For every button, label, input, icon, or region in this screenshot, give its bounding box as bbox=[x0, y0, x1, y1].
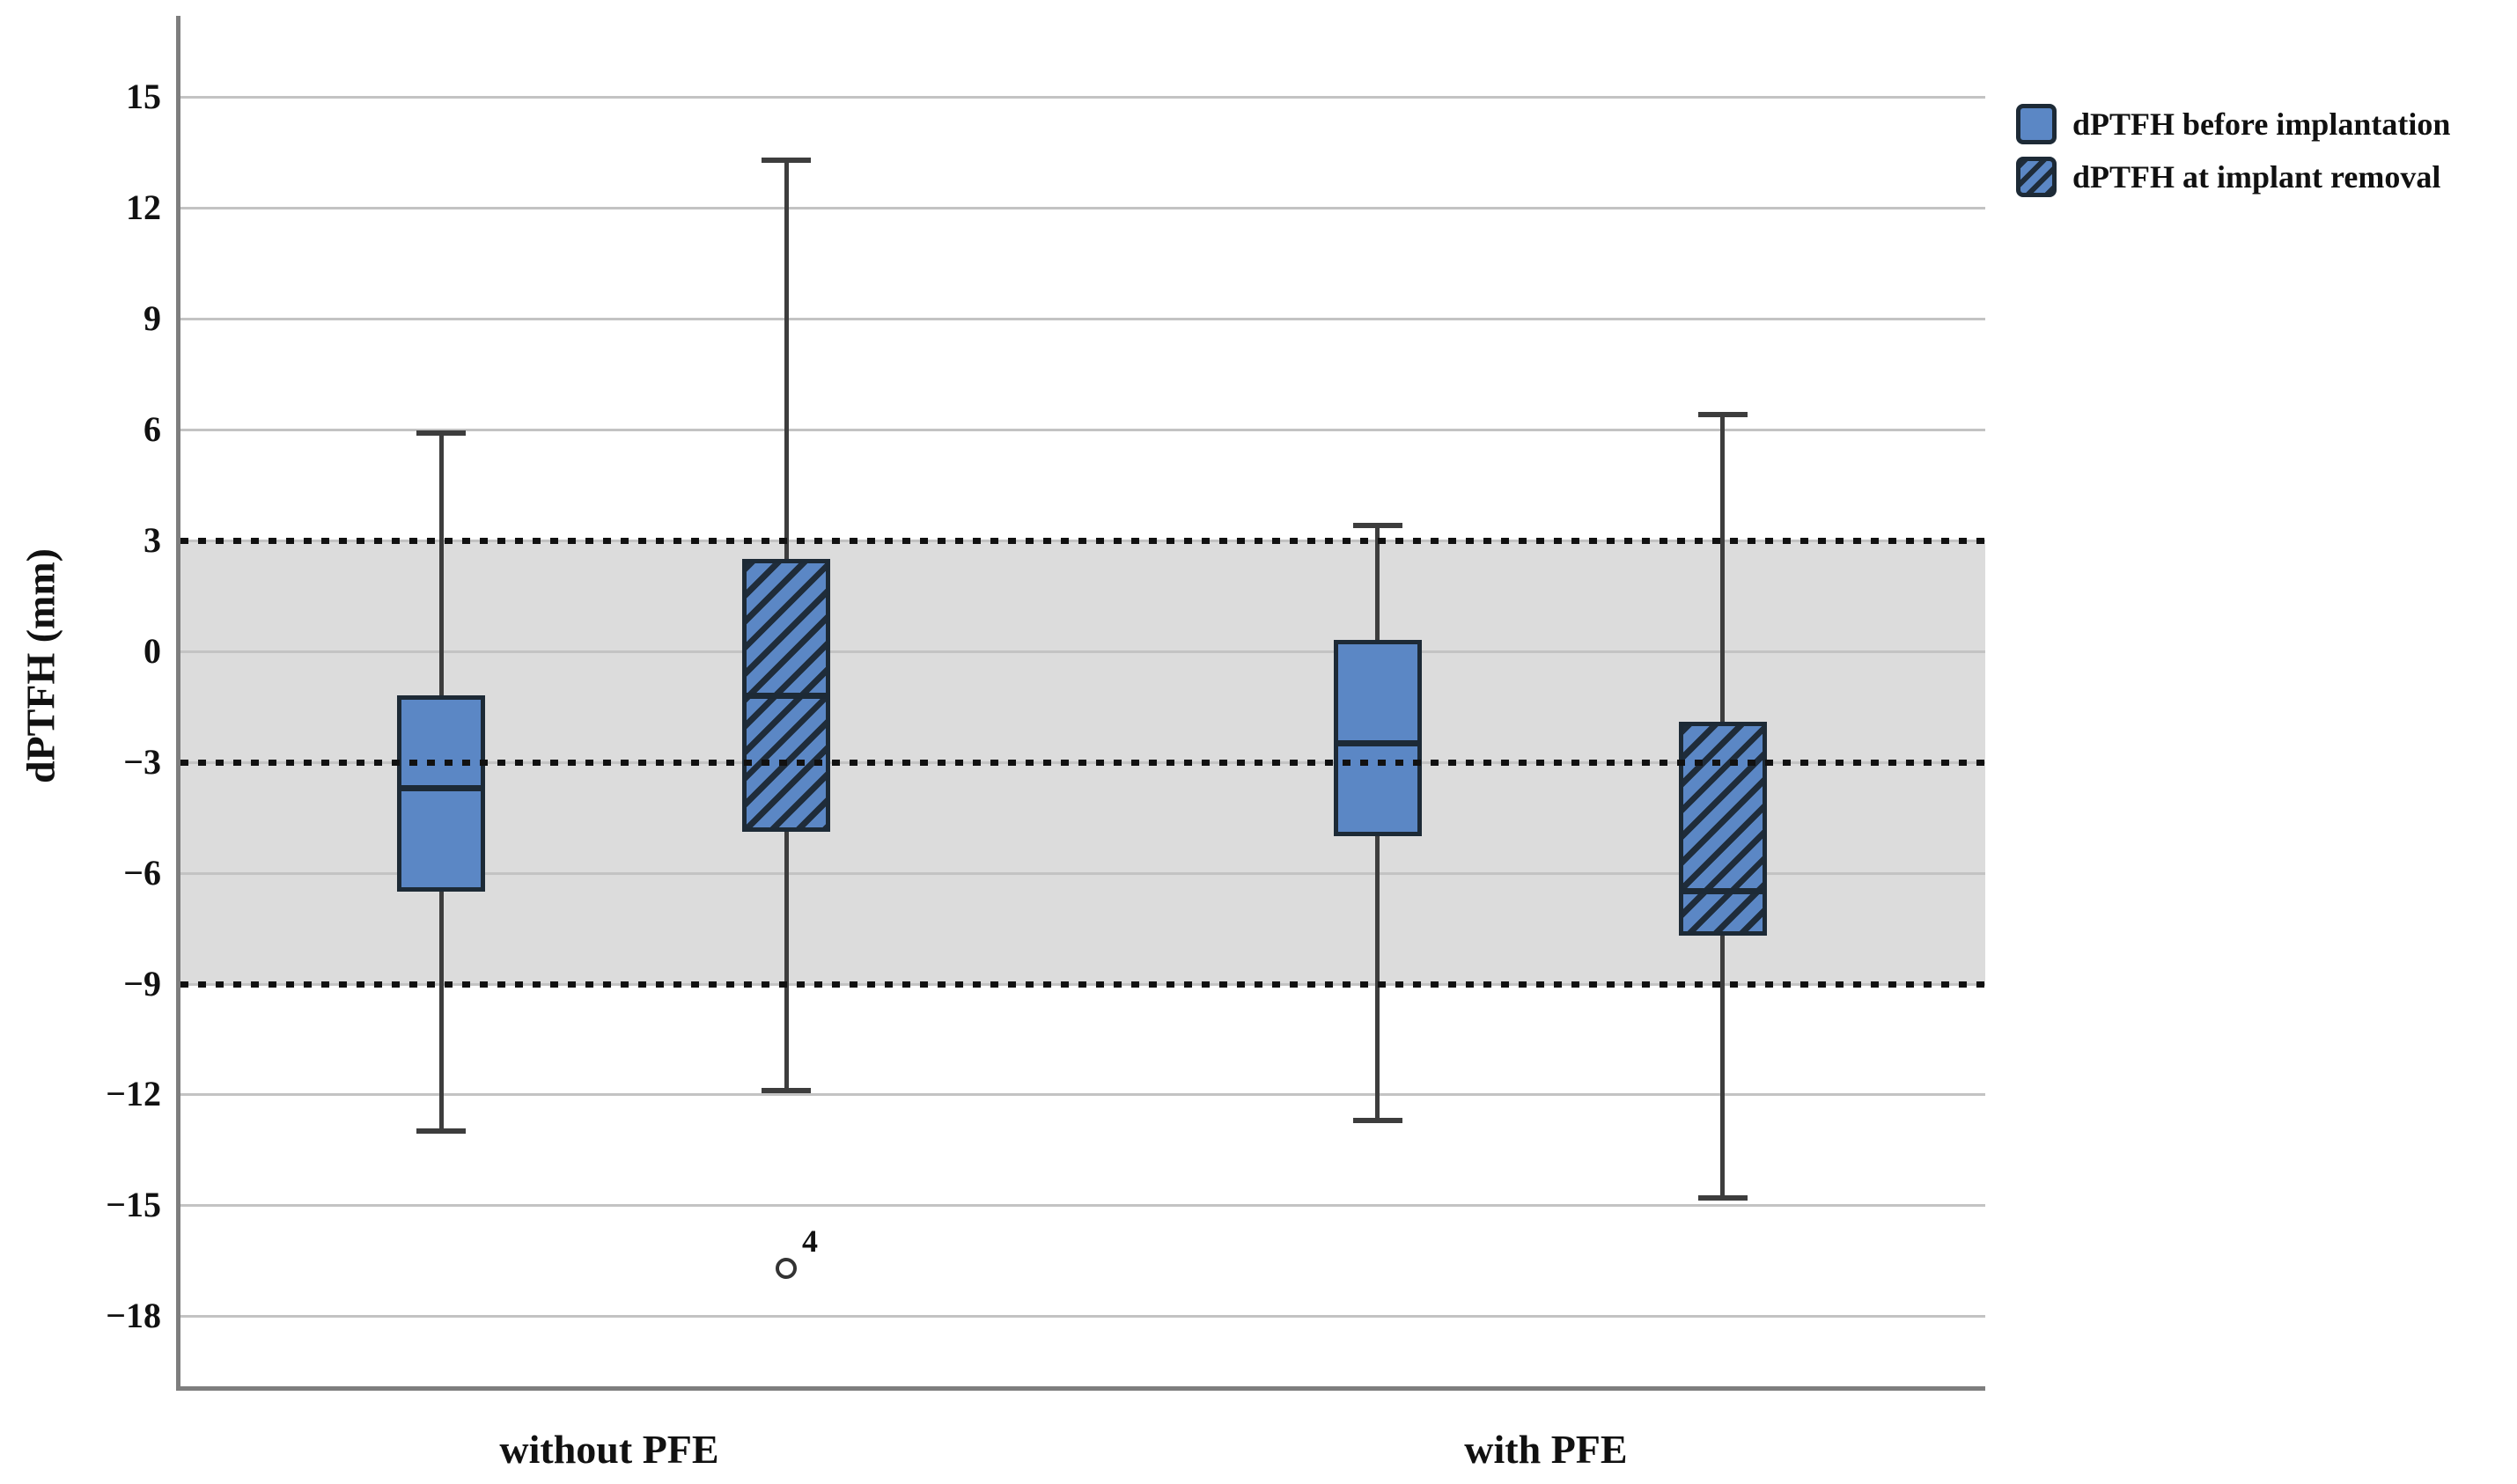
gridline bbox=[180, 207, 1985, 210]
box-before-implantation bbox=[1333, 640, 1422, 836]
median-line bbox=[397, 784, 485, 791]
y-tick-label: −6 bbox=[123, 852, 161, 893]
legend-swatch-solid-icon bbox=[2016, 104, 2057, 144]
legend-label: dPTFH at implant removal bbox=[2072, 159, 2441, 195]
median-line bbox=[742, 692, 830, 699]
whisker-line bbox=[438, 433, 444, 696]
gridline bbox=[180, 1204, 1985, 1208]
whisker-cap bbox=[1352, 1117, 1402, 1123]
gridline bbox=[180, 1315, 1985, 1319]
gridline bbox=[180, 318, 1985, 321]
whisker-line bbox=[1720, 415, 1726, 722]
whisker-cap bbox=[1697, 412, 1748, 418]
whisker-line bbox=[784, 832, 789, 1091]
legend-label: dPTFH before implantation bbox=[2072, 107, 2451, 142]
legend: dPTFH before implantation dPTFH at impla… bbox=[2016, 104, 2450, 197]
whisker-cap bbox=[762, 157, 811, 163]
whisker-cap bbox=[416, 1128, 466, 1135]
reference-dotted-line bbox=[180, 759, 1985, 766]
outlier-label: 4 bbox=[802, 1223, 818, 1259]
y-tick-label: −9 bbox=[123, 963, 161, 1003]
reference-dotted-line bbox=[180, 537, 1985, 544]
y-tick-label: −3 bbox=[123, 741, 161, 782]
whisker-line bbox=[438, 891, 444, 1132]
whisker-cap bbox=[1697, 1194, 1748, 1201]
y-tick-label: −12 bbox=[106, 1074, 161, 1114]
gridline bbox=[180, 650, 1985, 653]
whisker-line bbox=[1375, 525, 1380, 641]
gridline bbox=[180, 1093, 1985, 1097]
y-tick-label: −18 bbox=[106, 1296, 161, 1336]
median-line bbox=[1678, 888, 1767, 895]
y-tick-label: 3 bbox=[144, 519, 161, 560]
whisker-line bbox=[1375, 835, 1380, 1120]
y-tick-label: 12 bbox=[126, 187, 161, 228]
gridline bbox=[180, 429, 1985, 432]
x-group-label: without PFE bbox=[499, 1427, 719, 1472]
legend-item-before-implantation: dPTFH before implantation bbox=[2016, 104, 2450, 144]
y-tick-label: 9 bbox=[144, 298, 161, 339]
legend-swatch-hatched-icon bbox=[2016, 157, 2057, 197]
y-tick-label: 0 bbox=[144, 630, 161, 671]
y-tick-label: −15 bbox=[106, 1185, 161, 1225]
box-before-implantation bbox=[397, 695, 485, 892]
reference-dotted-line bbox=[180, 981, 1985, 988]
outlier-point bbox=[776, 1257, 797, 1279]
whisker-line bbox=[784, 159, 789, 559]
whisker-cap bbox=[1352, 523, 1402, 529]
whisker-cap bbox=[762, 1088, 811, 1094]
legend-item-implant-removal: dPTFH at implant removal bbox=[2016, 157, 2450, 197]
y-tick-label: 6 bbox=[144, 409, 161, 450]
gridline bbox=[180, 871, 1985, 875]
y-tick-label: 15 bbox=[126, 77, 161, 117]
x-group-label: with PFE bbox=[1464, 1427, 1628, 1472]
box-at-implant-removal bbox=[1678, 721, 1767, 936]
plot-area: 4 bbox=[176, 16, 1985, 1391]
median-line bbox=[1333, 740, 1422, 747]
whisker-cap bbox=[416, 430, 466, 437]
gridline bbox=[180, 96, 1985, 99]
whisker-line bbox=[1720, 935, 1726, 1198]
